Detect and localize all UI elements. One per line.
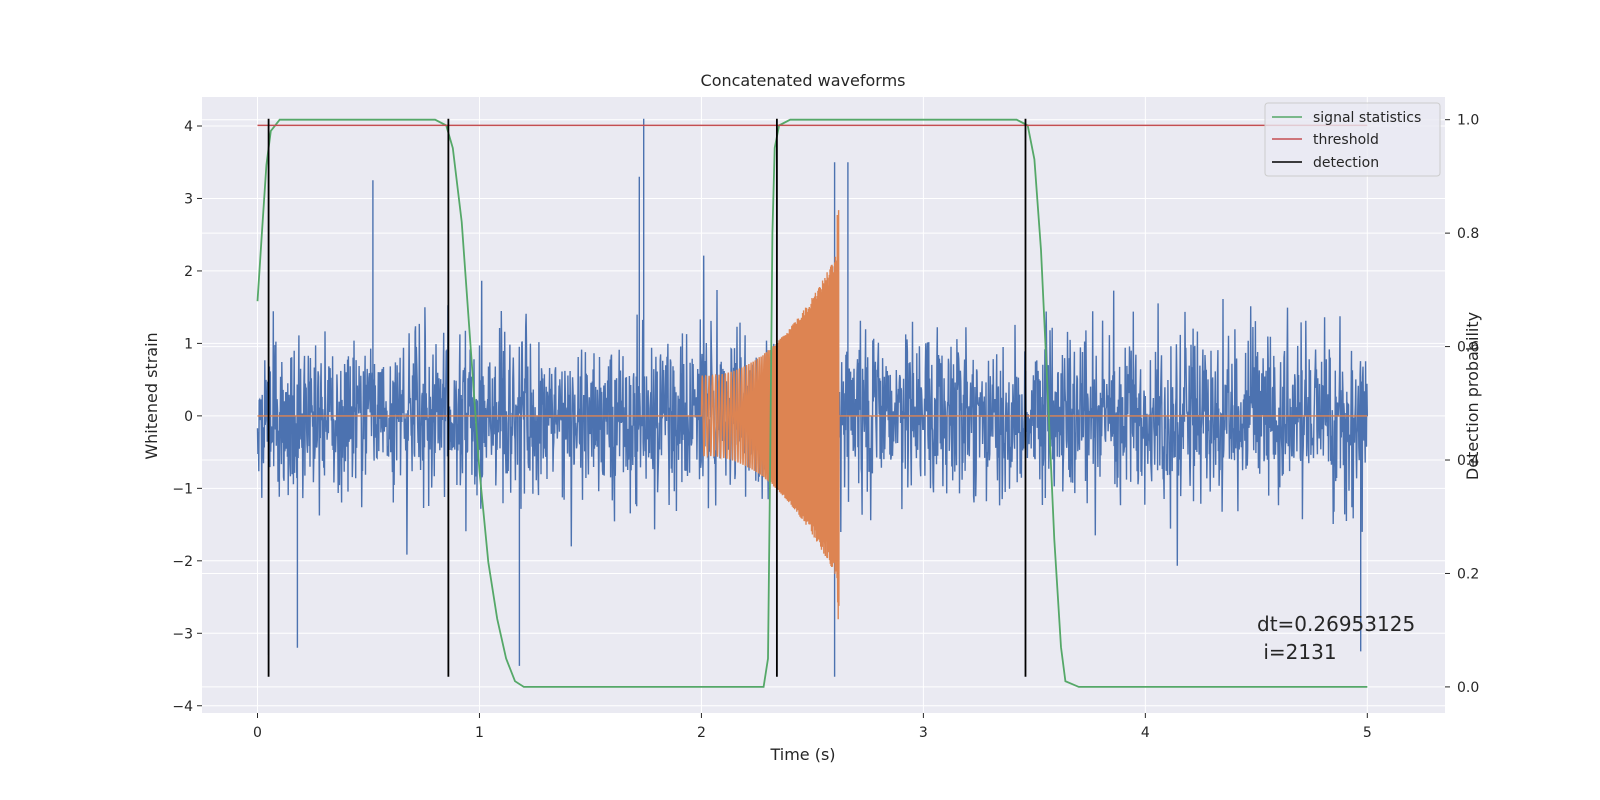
y-tick-label: 3 bbox=[184, 191, 193, 207]
x-tick-label: 1 bbox=[475, 725, 484, 741]
y-tick-label: −4 bbox=[172, 699, 193, 715]
y2-tick-label: 0.4 bbox=[1457, 453, 1479, 469]
y-tick-label: 0 bbox=[184, 409, 193, 425]
x-tick-label: 4 bbox=[1141, 725, 1150, 741]
x-tick-label: 2 bbox=[697, 725, 706, 741]
chart-title: Concatenated waveforms bbox=[701, 71, 906, 90]
legend-box bbox=[1264, 102, 1441, 177]
y-tick-label: 2 bbox=[184, 264, 193, 280]
detection-lines bbox=[267, 118, 1027, 677]
x-tick-label: 5 bbox=[1363, 725, 1372, 741]
x-tick-label: 3 bbox=[919, 725, 928, 741]
y-tick-label: −2 bbox=[172, 554, 193, 570]
y-tick-label: 4 bbox=[184, 119, 193, 135]
data-layer bbox=[256, 118, 1368, 688]
annotation-dt: dt=0.26953125 bbox=[1257, 612, 1415, 636]
signal-statistics-line bbox=[256, 118, 1368, 688]
x-axis-label: Time (s) bbox=[769, 745, 835, 764]
legend-entry-detection: detection bbox=[1313, 155, 1379, 171]
y-axis-ticks: −4 −3 −2 −1 0 1 2 3 4 bbox=[172, 119, 202, 715]
y2-tick-label: 0.2 bbox=[1457, 566, 1479, 582]
legend-entry-threshold: threshold bbox=[1313, 132, 1379, 148]
y2-tick-label: 1.0 bbox=[1457, 113, 1479, 129]
annotation-i: i=2131 bbox=[1257, 640, 1337, 664]
y-axis-label: Whitened strain bbox=[142, 332, 161, 459]
y2-tick-label: 0.0 bbox=[1457, 680, 1479, 696]
y2-axis-ticks: 0.0 0.2 0.4 0.6 0.8 1.0 bbox=[1445, 113, 1479, 696]
y2-tick-label: 0.6 bbox=[1457, 340, 1479, 356]
x-axis-ticks: 0 1 2 3 4 5 bbox=[253, 713, 1372, 741]
y2-tick-label: 0.8 bbox=[1457, 226, 1479, 242]
y2-axis-label: Detection probability bbox=[1463, 312, 1482, 480]
legend: signal statistics threshold detection bbox=[1264, 102, 1441, 177]
y-tick-label: −1 bbox=[172, 481, 193, 497]
x-tick-label: 0 bbox=[253, 725, 262, 741]
legend-entry-signal-statistics: signal statistics bbox=[1313, 110, 1421, 126]
y-tick-label: −3 bbox=[172, 626, 193, 642]
y-tick-label: 1 bbox=[184, 336, 193, 352]
